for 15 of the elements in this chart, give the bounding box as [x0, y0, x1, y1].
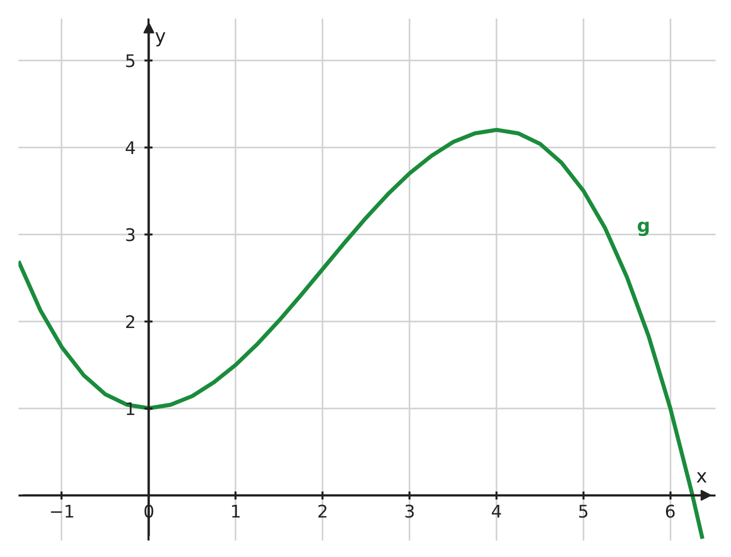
y-axis-title: y	[154, 26, 166, 48]
y-tick-label: 4	[124, 138, 136, 159]
x-tick-label: 5	[578, 502, 589, 522]
x-tick-label: −1	[49, 502, 75, 522]
y-tick-label: 3	[124, 226, 136, 246]
line-series	[18, 128, 704, 540]
series-label: g	[636, 216, 650, 237]
y-tick-label: 5	[124, 52, 136, 72]
x-tick-label: 1	[230, 502, 242, 522]
x-tick-label: 6	[664, 502, 676, 522]
x-axis-title: x	[696, 466, 708, 488]
x-tick-label: 2	[317, 502, 328, 522]
x-tick-label: 3	[404, 502, 416, 522]
x-tick-label: 4	[490, 502, 502, 522]
y-tick-label: 2	[124, 312, 136, 333]
